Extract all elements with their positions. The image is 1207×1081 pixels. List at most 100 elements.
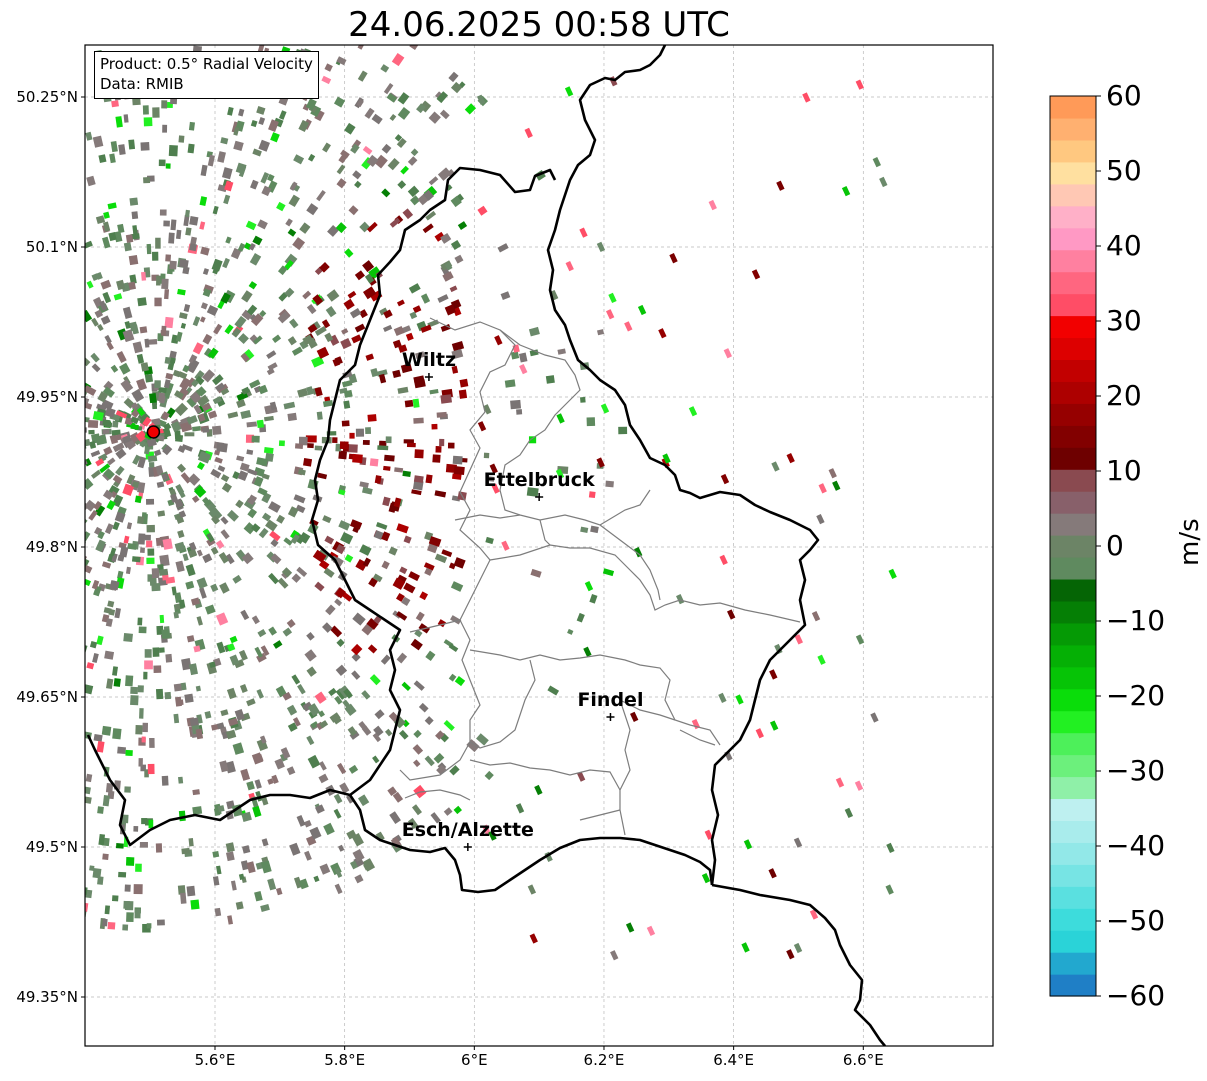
echo-cell <box>370 368 379 378</box>
echo-cell <box>282 691 292 701</box>
echo-cell <box>165 254 172 262</box>
echo-cell <box>287 506 299 518</box>
echo-cell <box>374 475 382 484</box>
echo-cell <box>401 681 411 691</box>
echo-cell <box>361 486 373 495</box>
echo-cell <box>259 310 267 318</box>
y-tick-label: 49.8°N <box>25 538 78 556</box>
echo-cell <box>297 388 309 398</box>
echo-cell <box>130 695 139 706</box>
echo-cell <box>412 744 424 755</box>
echo-cell <box>476 94 486 105</box>
echo-cell <box>855 79 864 90</box>
colorbar-band <box>1050 205 1096 229</box>
echo-cell <box>501 540 510 551</box>
echo-cell <box>196 577 208 589</box>
echo-cell <box>99 300 108 311</box>
echo-cell <box>220 387 230 396</box>
echo-cell <box>322 515 332 524</box>
echo-cell <box>735 694 744 705</box>
echo-cell <box>447 442 455 449</box>
echo-cell <box>310 721 319 729</box>
echo-cell <box>164 691 172 700</box>
echo-cell <box>396 523 409 534</box>
echo-cell <box>112 442 125 453</box>
echo-cell <box>235 499 244 509</box>
echo-cell <box>440 324 451 332</box>
echo-cell <box>92 135 104 148</box>
echo-cell <box>178 135 185 143</box>
echo-cell <box>144 769 149 778</box>
echo-cell <box>410 638 423 651</box>
echo-cell <box>356 99 364 108</box>
echo-cell <box>235 901 244 910</box>
echo-cell <box>196 394 210 407</box>
echo-cell <box>343 389 353 398</box>
echo-cell <box>146 524 155 533</box>
echo-cell <box>256 652 267 663</box>
echo-cell <box>207 410 218 419</box>
echo-cell <box>208 507 223 522</box>
echo-cell <box>226 643 236 652</box>
echo-cell <box>662 453 671 464</box>
echo-cell <box>256 457 268 467</box>
echo-cell <box>214 456 223 464</box>
echo-cell <box>143 177 151 184</box>
echo-cell <box>121 434 132 444</box>
echo-cell <box>373 530 384 540</box>
echo-cell <box>321 319 331 329</box>
echo-cell <box>723 348 733 359</box>
echo-cell <box>162 427 172 438</box>
echo-cell <box>248 281 258 290</box>
echo-cell <box>287 336 297 346</box>
echo-cell <box>358 720 368 731</box>
echo-cell <box>450 581 464 592</box>
echo-cell <box>396 299 405 307</box>
echo-cell <box>90 450 101 458</box>
echo-cell <box>161 472 169 481</box>
echo-cell <box>488 476 495 482</box>
echo-cell <box>266 350 277 360</box>
echo-cell <box>399 729 409 740</box>
colorbar-tick-label: −30 <box>1106 754 1166 787</box>
echo-cell <box>95 215 106 225</box>
echo-cell <box>530 568 542 578</box>
echo-cell <box>85 499 97 512</box>
echo-cell <box>149 737 155 748</box>
echo-cell <box>484 770 494 781</box>
echo-cell <box>348 764 359 774</box>
data-source-label: Data: RMIB <box>100 75 184 93</box>
echo-cell <box>131 481 140 489</box>
echo-cell <box>257 45 265 53</box>
echo-cell <box>411 804 422 816</box>
echo-cell <box>407 817 419 830</box>
echo-cell <box>596 241 606 253</box>
echo-cell <box>335 443 342 452</box>
echo-cell <box>306 632 315 641</box>
echo-cell <box>224 180 234 192</box>
echo-cell <box>397 92 410 105</box>
echo-cell <box>202 288 212 298</box>
echo-cell <box>372 732 382 743</box>
echo-cell <box>378 373 387 384</box>
echo-cell <box>590 525 599 534</box>
echo-cell <box>437 619 447 628</box>
y-tick-label: 50.25°N <box>16 88 78 106</box>
echo-cell <box>338 520 351 531</box>
echo-cell <box>293 494 306 504</box>
echo-cell <box>392 791 404 803</box>
echo-cell <box>291 573 302 583</box>
echo-cell <box>188 121 195 131</box>
echo-cell <box>141 736 146 743</box>
echo-cell <box>177 885 186 895</box>
colorbar-band <box>1050 315 1096 339</box>
echo-cell <box>85 427 87 433</box>
echo-cell <box>212 205 219 215</box>
echo-cell <box>314 445 323 451</box>
echo-cell <box>291 674 301 685</box>
echo-cell <box>567 628 574 635</box>
echo-cell <box>161 278 169 290</box>
colorbar-band <box>1050 688 1096 712</box>
echo-cell <box>161 100 168 109</box>
echo-cell <box>343 688 353 699</box>
